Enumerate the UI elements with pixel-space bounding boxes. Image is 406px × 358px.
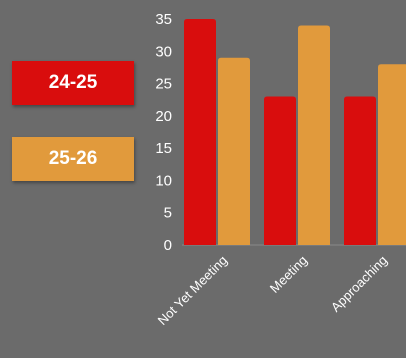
- y-tick-label: 0: [164, 237, 172, 254]
- y-tick-label: 30: [155, 43, 172, 60]
- bar-24-25-not-yet-meeting: [184, 19, 216, 245]
- y-tick-label: 5: [164, 205, 172, 222]
- bars: [184, 19, 406, 246]
- bar-25-26-not-yet-meeting: [218, 57, 250, 245]
- y-tick-label: 15: [155, 140, 172, 157]
- x-category-label: Not Yet Meeting: [155, 253, 231, 329]
- bar-24-25-meeting: [264, 96, 296, 245]
- bar-25-26-meeting: [298, 25, 330, 246]
- legend-label-24-25: 24-25: [48, 72, 98, 93]
- x-category-label: Meeting: [267, 253, 310, 296]
- legend-label-25-26: 25-26: [48, 148, 98, 169]
- bar-24-25-approaching: [344, 96, 376, 245]
- y-tick-label: 10: [155, 172, 172, 189]
- y-tick-label: 35: [155, 11, 172, 28]
- y-axis: 0 5 10 15 20 25 30 35: [155, 11, 406, 254]
- legend-item-25-26: 25-26: [12, 137, 134, 181]
- bar-25-26-approaching: [378, 64, 406, 245]
- legend-item-24-25: 24-25: [12, 61, 134, 105]
- y-tick-label: 25: [155, 76, 172, 93]
- x-category-label: Approaching: [328, 253, 390, 315]
- x-axis: Not Yet Meeting Meeting Approaching: [155, 253, 391, 329]
- y-tick-label: 20: [155, 108, 172, 125]
